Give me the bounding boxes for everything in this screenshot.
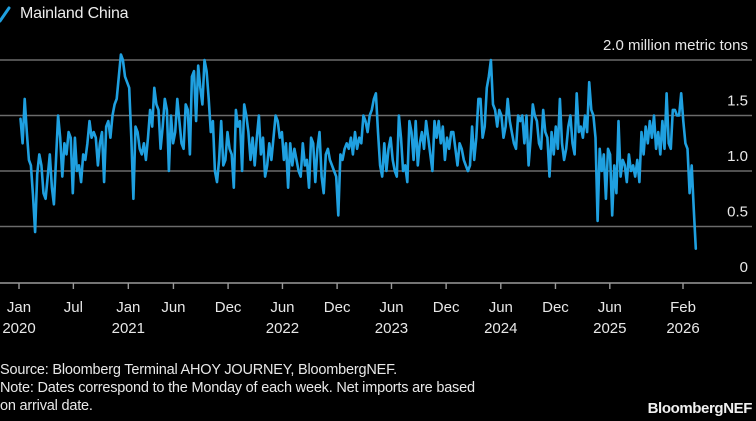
x-tick-label-year: 2026 <box>666 320 699 337</box>
x-tick-label-month: Dec <box>433 299 460 316</box>
x-tick-label-month: Dec <box>215 299 242 316</box>
x-tick-label-month: Jul <box>64 299 83 316</box>
note-line-2: on arrival date. <box>0 398 93 414</box>
x-tick-label-month: Feb <box>670 299 696 316</box>
y-tick-label: 0.5 <box>727 204 748 221</box>
legend-line-icon <box>0 6 11 23</box>
y-tick-label: 0 <box>740 259 748 276</box>
source-note: Source: Bloomberg Terminal AHOY JOURNEY,… <box>0 362 397 378</box>
legend-label: Mainland China <box>20 5 129 22</box>
series-line-mainland-china <box>19 53 698 250</box>
x-tick-label-month: Jun <box>270 299 294 316</box>
x-tick-label-month: Jun <box>379 299 403 316</box>
x-tick-label-month: Jun <box>161 299 185 316</box>
x-tick-label-month: Dec <box>324 299 351 316</box>
x-tick-label-year: 2023 <box>375 320 408 337</box>
y-tick-label: 2.0 million metric tons <box>603 37 748 54</box>
y-tick-label: 1.0 <box>727 148 748 165</box>
legend: Mainland China <box>0 3 129 25</box>
x-tick-label-year: 2022 <box>266 320 299 337</box>
x-tick-label-month: Jan <box>116 299 140 316</box>
x-tick-label-year: 2021 <box>112 320 145 337</box>
x-tick-label-month: Jun <box>598 299 622 316</box>
x-tick-label-month: Jun <box>489 299 513 316</box>
x-tick-label-month: Dec <box>542 299 569 316</box>
y-tick-label: 1.5 <box>727 93 748 110</box>
x-tick-label-year: 2025 <box>593 320 626 337</box>
brand-logo: BloombergNEF <box>647 400 753 417</box>
x-tick-label-month: Jan <box>7 299 31 316</box>
x-tick-label-year: 2020 <box>2 320 35 337</box>
note-line-1: Note: Dates correspond to the Monday of … <box>0 380 475 396</box>
x-tick-label-year: 2024 <box>484 320 517 337</box>
